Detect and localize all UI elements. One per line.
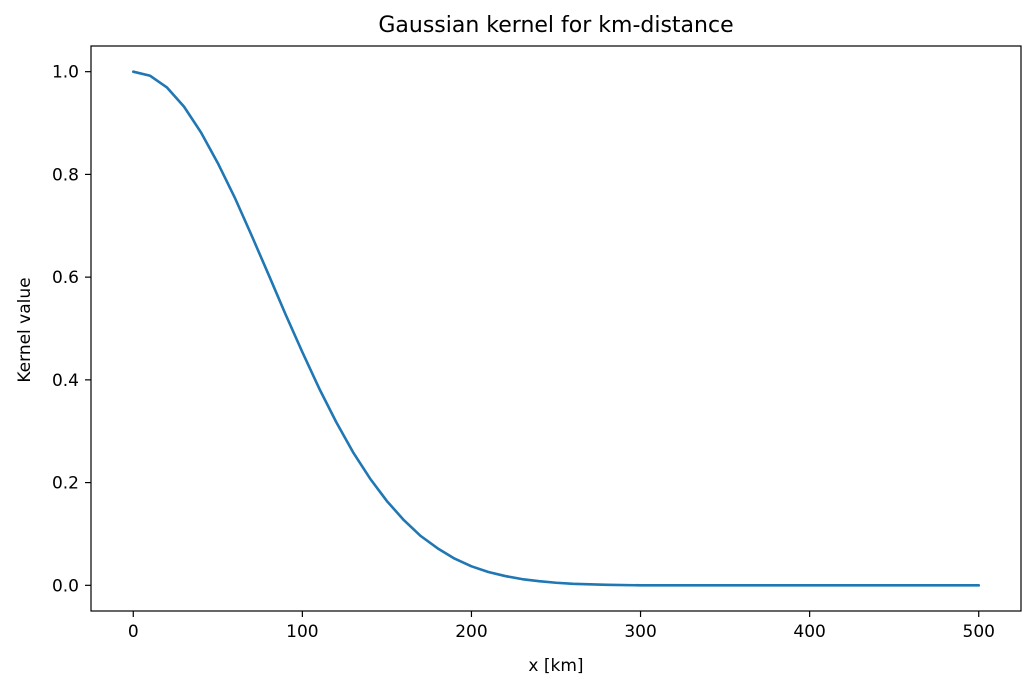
x-tick-label: 500: [963, 622, 995, 642]
x-tick-label: 300: [624, 622, 656, 642]
x-tick-label: 0: [128, 622, 139, 642]
series-line-1: [131, 70, 981, 587]
chart-title: Gaussian kernel for km-distance: [378, 13, 733, 38]
y-tick-label: 0.6: [52, 268, 79, 288]
y-tick-label: 0.0: [52, 576, 79, 596]
y-tick-label: 0.2: [52, 474, 79, 494]
y-tick-label: 0.8: [52, 165, 79, 185]
plot-frame: [90, 45, 1022, 612]
x-tick-label: 200: [455, 622, 487, 642]
x-tick-label: 400: [793, 622, 825, 642]
plot-area: [91, 46, 1021, 611]
x-axis-ticks: 0 100 200 300 400 500: [128, 611, 995, 642]
x-tick-label: 100: [286, 622, 318, 642]
y-axis-ticks: 0.0 0.2 0.4 0.6 0.8 1.0: [52, 63, 91, 596]
series-layer: [131, 70, 981, 587]
x-axis-label: x [km]: [528, 656, 583, 676]
y-tick-label: 1.0: [52, 63, 79, 83]
y-tick-label: 0.4: [52, 371, 79, 391]
y-axis-label: Kernel value: [15, 277, 35, 382]
